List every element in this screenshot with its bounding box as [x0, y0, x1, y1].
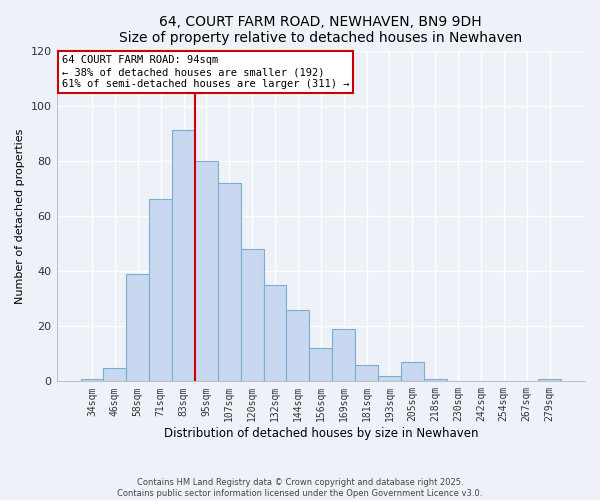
- Title: 64, COURT FARM ROAD, NEWHAVEN, BN9 9DH
Size of property relative to detached hou: 64, COURT FARM ROAD, NEWHAVEN, BN9 9DH S…: [119, 15, 523, 45]
- Bar: [263, 285, 286, 382]
- Bar: [172, 130, 195, 382]
- Bar: [80, 378, 103, 382]
- Bar: [355, 365, 378, 382]
- Bar: [310, 348, 332, 382]
- Bar: [149, 200, 172, 382]
- Bar: [218, 183, 241, 382]
- X-axis label: Distribution of detached houses by size in Newhaven: Distribution of detached houses by size …: [164, 427, 478, 440]
- Y-axis label: Number of detached properties: Number of detached properties: [15, 128, 25, 304]
- Bar: [286, 310, 310, 382]
- Bar: [103, 368, 127, 382]
- Bar: [424, 378, 446, 382]
- Text: Contains HM Land Registry data © Crown copyright and database right 2025.
Contai: Contains HM Land Registry data © Crown c…: [118, 478, 482, 498]
- Bar: [378, 376, 401, 382]
- Bar: [538, 378, 561, 382]
- Bar: [401, 362, 424, 382]
- Bar: [127, 274, 149, 382]
- Bar: [195, 161, 218, 382]
- Text: 64 COURT FARM ROAD: 94sqm
← 38% of detached houses are smaller (192)
61% of semi: 64 COURT FARM ROAD: 94sqm ← 38% of detac…: [62, 56, 349, 88]
- Bar: [332, 329, 355, 382]
- Bar: [241, 249, 263, 382]
